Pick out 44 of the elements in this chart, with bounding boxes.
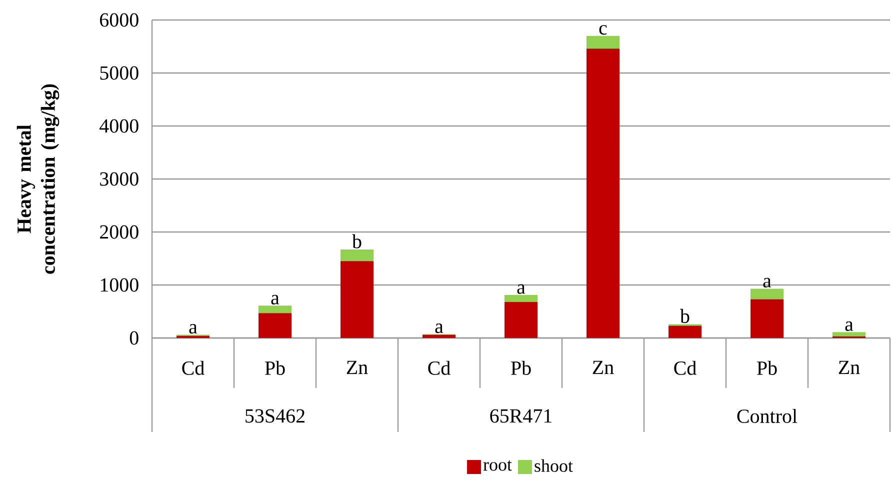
- legend-label: root: [483, 460, 512, 471]
- y-axis-title: Heavy metal concentration (mg/kg): [16, 84, 60, 274]
- x-tick-label: Cd: [674, 360, 696, 375]
- annotation: c: [599, 25, 607, 35]
- text: 53S462: [246, 409, 304, 423]
- bar: [586, 36, 620, 49]
- x-tick-label: Zn: [346, 360, 368, 374]
- y-tick-label: 2000: [100, 225, 138, 239]
- y-tick-label: 3000: [100, 172, 138, 186]
- annotation: a: [435, 323, 444, 334]
- x-tick-label: Zn: [838, 360, 860, 374]
- legend-label: shoot: [534, 459, 573, 472]
- bar: [750, 299, 784, 338]
- text: 65R471: [490, 409, 552, 423]
- bar: [586, 48, 620, 338]
- text: Control: [737, 408, 798, 424]
- x-tick-label: Cd: [182, 360, 204, 375]
- y-tick-label: 5000: [100, 66, 138, 80]
- bar: [750, 288, 784, 300]
- y-tick-label: 6000: [100, 13, 138, 27]
- annotation: a: [517, 284, 526, 294]
- x-tick-label: Pb: [511, 360, 531, 375]
- x-tick-label: Zn: [592, 360, 614, 374]
- x-tick-label: Cd: [428, 360, 450, 375]
- annotation: a: [271, 294, 280, 304]
- bar: [258, 306, 292, 314]
- bar: [504, 302, 538, 338]
- bar: [258, 313, 292, 338]
- x-tick-label: Pb: [265, 360, 285, 375]
- bar: [340, 249, 374, 262]
- bar: [832, 332, 866, 336]
- y-tick-label: 4000: [100, 119, 138, 133]
- bar: [422, 334, 456, 338]
- bar: [504, 295, 538, 302]
- annotation: a: [763, 278, 772, 288]
- annotation: b: [680, 308, 690, 324]
- annotation: a: [189, 324, 198, 334]
- bar: [668, 326, 702, 338]
- annotation: b: [352, 234, 362, 248]
- x-tick-label: Pb: [757, 360, 777, 375]
- annotation: a: [845, 321, 854, 331]
- bar: [340, 261, 374, 338]
- y-tick-label: 1000: [100, 278, 138, 292]
- y-tick-label: 0: [130, 331, 138, 345]
